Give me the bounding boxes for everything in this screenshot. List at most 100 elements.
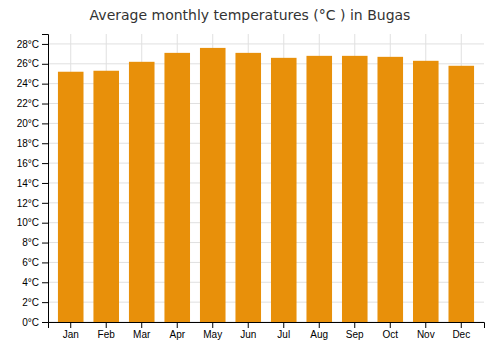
- y-tick: 28°C: [17, 39, 48, 50]
- y-tick: 20°C: [17, 118, 48, 129]
- y-tick-label: 16°C: [17, 158, 39, 169]
- chart: Average monthly temperatures (°C ) in Bu…: [0, 0, 500, 350]
- bar: [306, 56, 332, 322]
- y-tick-mark: [42, 123, 48, 124]
- y-axis: 0°C 2°C 4°C 6°C 8°C 10°C 12°C 14°C 16°C 18°C 20°C 2…: [17, 35, 49, 328]
- x-tick-label: Jan: [63, 329, 79, 340]
- x-tick-label: Jun: [240, 329, 256, 340]
- x-tick-label: Apr: [169, 329, 185, 340]
- x-tick-label: Oct: [382, 329, 398, 340]
- x-tick-label: Aug: [310, 329, 328, 340]
- x-tick: Jul: [277, 322, 290, 340]
- y-tick: 22°C: [17, 98, 48, 109]
- bars: [58, 48, 474, 322]
- y-tick-label: 20°C: [17, 118, 39, 129]
- x-tick-label: Jul: [277, 329, 290, 340]
- x-tick-label: Mar: [133, 329, 151, 340]
- x-tick-mark: [141, 322, 142, 328]
- x-tick-mark: [283, 322, 284, 328]
- bar: [448, 66, 474, 322]
- y-tick-mark: [42, 243, 48, 244]
- x-tick: Mar: [133, 322, 151, 340]
- y-tick-mark: [42, 104, 48, 105]
- bar: [413, 61, 439, 322]
- y-tick-label: 2°C: [22, 297, 39, 308]
- x-tick-mark: [319, 322, 320, 328]
- y-tick: 0°C: [22, 317, 48, 328]
- x-tick-mark: [425, 322, 426, 328]
- x-tick-mark: [177, 322, 178, 328]
- y-tick-label: 0°C: [22, 317, 39, 328]
- y-tick-label: 24°C: [17, 78, 39, 89]
- bar: [235, 53, 261, 322]
- y-tick: 12°C: [17, 198, 48, 209]
- y-tick-mark: [42, 302, 48, 303]
- y-tick-mark: [42, 64, 48, 65]
- bar: [271, 58, 297, 322]
- bar: [129, 62, 155, 322]
- y-tick: 18°C: [17, 138, 48, 149]
- y-tick-mark: [42, 203, 48, 204]
- y-tick-label: 14°C: [17, 178, 39, 189]
- x-tick-mark: [106, 322, 107, 328]
- y-tick-mark: [42, 44, 48, 45]
- x-tick: Jan: [63, 322, 79, 340]
- x-tick-mark: [461, 322, 462, 328]
- bar: [164, 53, 190, 322]
- x-tick-label: Sep: [346, 329, 364, 340]
- y-tick: 2°C: [22, 297, 48, 308]
- y-tick-label: 10°C: [17, 217, 39, 228]
- bar: [377, 57, 403, 322]
- y-tick-label: 26°C: [17, 58, 39, 69]
- y-tick-label: 28°C: [17, 39, 39, 50]
- x-tick-label: May: [203, 329, 222, 340]
- y-tick-mark: [42, 84, 48, 85]
- y-tick-mark: [42, 282, 48, 283]
- bar: [342, 56, 368, 322]
- y-tick: 8°C: [22, 237, 48, 248]
- x-axis: Jan Feb Mar Apr May Jun Jul Aug Sep Oct Nov Dec: [49, 322, 485, 340]
- x-tick: Oct: [382, 322, 398, 340]
- y-grid-line: [48, 43, 484, 44]
- x-tick: Apr: [169, 322, 185, 340]
- y-tick-mark: [42, 262, 48, 263]
- y-tick-mark: [42, 143, 48, 144]
- x-tick-mark: [390, 322, 391, 328]
- y-tick-mark: [42, 163, 48, 164]
- y-tick-label: 6°C: [22, 257, 39, 268]
- x-tick: May: [203, 322, 222, 340]
- plot: 0°C 2°C 4°C 6°C 8°C 10°C 12°C 14°C 16°C 18°C 20°C 2…: [17, 34, 485, 340]
- x-tick-mark: [248, 322, 249, 328]
- bar: [200, 48, 226, 322]
- x-tick: Aug: [310, 322, 328, 340]
- x-tick: Nov: [417, 322, 435, 340]
- x-tick: Dec: [452, 322, 470, 340]
- title: Average monthly temperatures (°C ) in Bu…: [90, 7, 411, 23]
- y-tick: 14°C: [17, 178, 48, 189]
- bar: [93, 71, 119, 322]
- y-tick-mark: [42, 322, 48, 323]
- y-tick-label: 18°C: [17, 138, 39, 149]
- y-tick: 10°C: [17, 217, 48, 228]
- x-axis-line: [49, 323, 485, 329]
- grid: [48, 34, 484, 322]
- y-axis-line: [42, 35, 49, 323]
- x-tick-label: Nov: [417, 329, 435, 340]
- y-tick: 26°C: [17, 58, 48, 69]
- x-tick: Jun: [240, 322, 256, 340]
- y-tick-mark: [42, 183, 48, 184]
- y-tick-label: 12°C: [17, 198, 39, 209]
- x-tick-label: Dec: [452, 329, 470, 340]
- y-tick-mark: [42, 223, 48, 224]
- x-tick: Sep: [346, 322, 364, 340]
- y-tick: 24°C: [17, 78, 48, 89]
- y-tick-label: 8°C: [22, 237, 39, 248]
- y-tick: 6°C: [22, 257, 48, 268]
- bar: [58, 72, 84, 322]
- y-tick-label: 22°C: [17, 98, 39, 109]
- x-tick-mark: [212, 322, 213, 328]
- y-tick: 4°C: [22, 277, 48, 288]
- x-tick: Feb: [98, 322, 116, 340]
- x-tick-mark: [70, 322, 71, 328]
- x-tick-mark: [354, 322, 355, 328]
